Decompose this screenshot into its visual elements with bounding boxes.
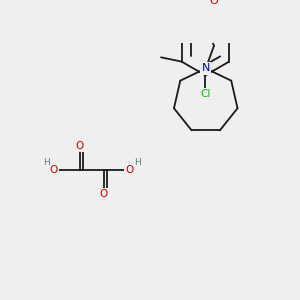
Text: O: O (210, 0, 218, 6)
Text: Cl: Cl (200, 89, 211, 99)
Text: O: O (50, 165, 58, 175)
Text: O: O (76, 141, 84, 151)
Text: O: O (125, 165, 134, 175)
Text: H: H (43, 158, 50, 167)
Text: N: N (202, 63, 210, 74)
Text: H: H (135, 158, 141, 167)
Text: O: O (100, 190, 108, 200)
